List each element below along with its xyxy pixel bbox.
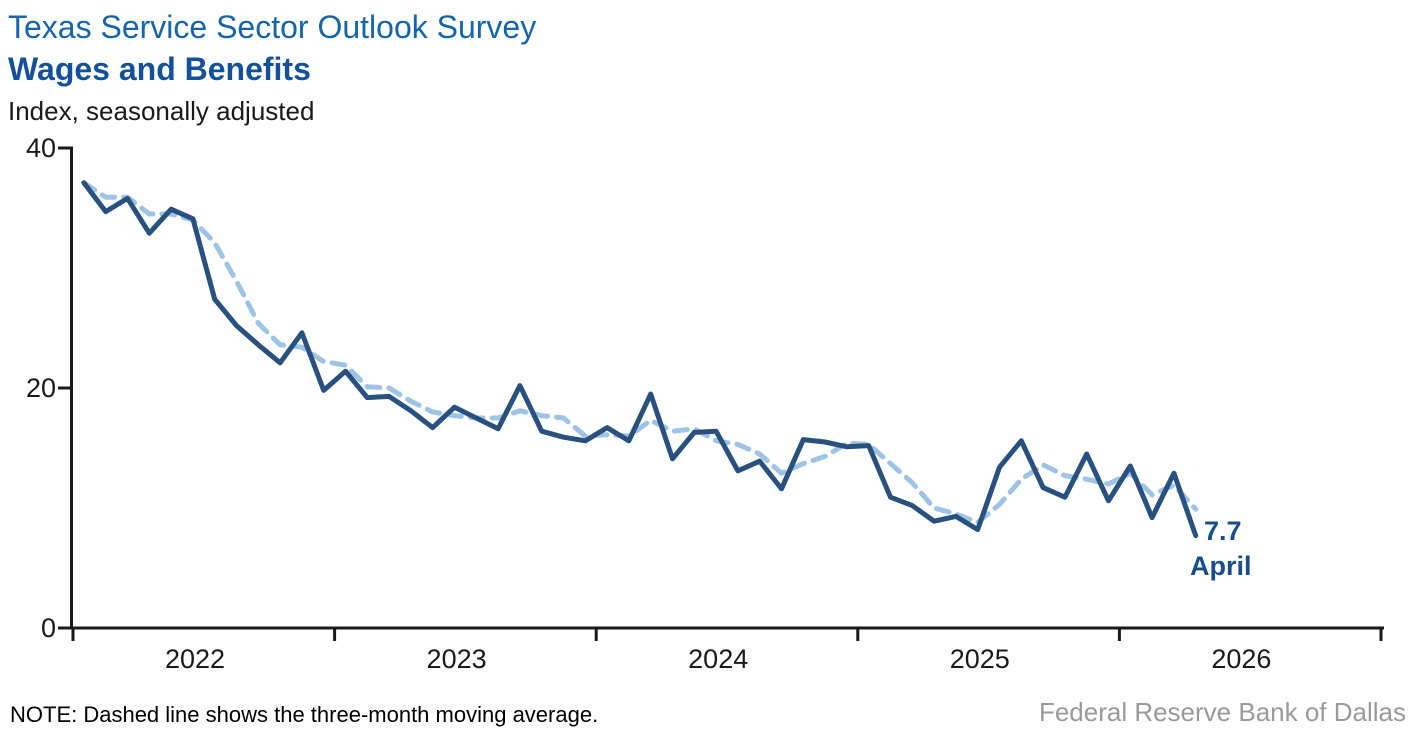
page-subtitle: Wages and Benefits	[8, 51, 311, 87]
series-line-moving-average	[81, 180, 1199, 525]
x-tick-label: 2026	[1211, 644, 1271, 674]
y-axis-unit-label: Index, seasonally adjusted	[8, 96, 315, 126]
x-tick-label: 2025	[950, 644, 1010, 674]
series-line-index	[81, 180, 1199, 539]
last-month-annotation: April	[1190, 551, 1252, 581]
source-attribution: Federal Reserve Bank of Dallas	[1038, 697, 1406, 727]
y-tick-label: 0	[41, 613, 56, 643]
chart-note: NOTE: Dashed line shows the three-month …	[10, 702, 599, 727]
x-tick-label: 2023	[427, 644, 487, 674]
y-tick-label: 20	[26, 373, 56, 403]
x-tick-label: 2024	[688, 644, 748, 674]
y-tick-label: 40	[26, 133, 56, 163]
x-tick-label: 2022	[165, 644, 225, 674]
last-value-annotation: 7.7	[1204, 516, 1242, 546]
page-title: Texas Service Sector Outlook Survey	[8, 9, 537, 45]
